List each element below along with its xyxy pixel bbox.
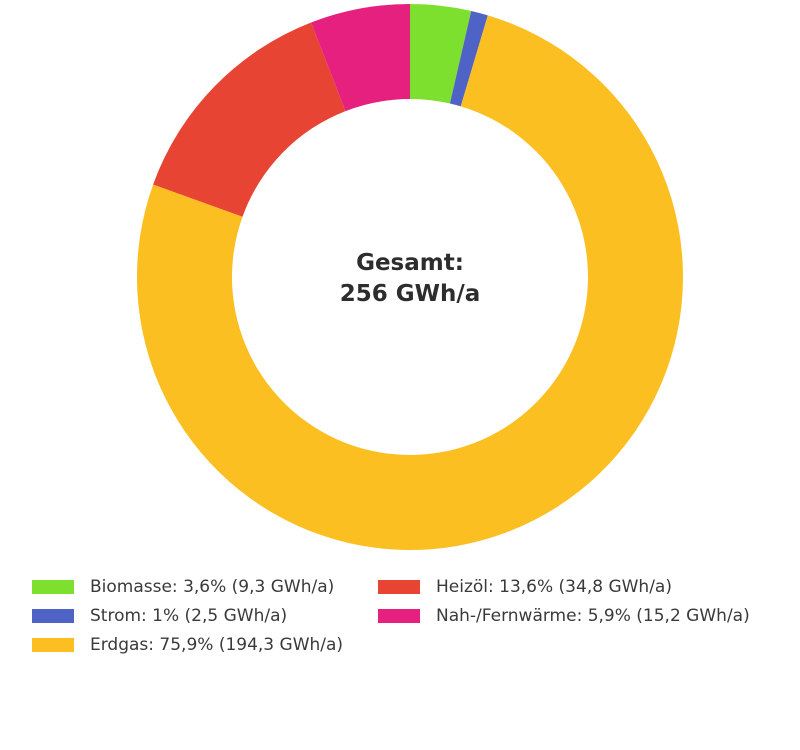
slice-strom[interactable] (449, 10, 488, 107)
center-label-line-1: Gesamt: (356, 250, 464, 276)
slice-erdgas[interactable] (136, 15, 684, 551)
center-label-line-2: 256 GWh/a (340, 281, 481, 307)
legend-label: Heizöl: 13,6% (34,8 GWh/a) (436, 576, 672, 597)
legend-swatch (32, 637, 74, 652)
legend-label: Erdgas: 75,9% (194,3 GWh/a) (90, 634, 344, 655)
legend-swatch (378, 608, 420, 623)
chart-legend: Biomasse: 3,6% (9,3 GWh/a) Strom: 1% (2,… (32, 572, 792, 659)
legend-swatch (32, 579, 74, 594)
legend-item-heizoel[interactable]: Heizöl: 13,6% (34,8 GWh/a) (378, 572, 778, 601)
legend-swatch (32, 608, 74, 623)
donut-slices (136, 3, 684, 551)
slice-heizöl[interactable] (153, 22, 346, 217)
slice-nah-fernwärme[interactable] (311, 3, 410, 112)
legend-label: Biomasse: 3,6% (9,3 GWh/a) (90, 576, 335, 597)
legend-item-strom[interactable]: Strom: 1% (2,5 GWh/a) (32, 601, 378, 630)
slice-biomasse[interactable] (410, 4, 472, 104)
legend-swatch (378, 579, 420, 594)
legend-label: Strom: 1% (2,5 GWh/a) (90, 605, 288, 626)
donut-chart: Gesamt: 256 GWh/a (136, 3, 684, 551)
legend-item-nah-fernwaerme[interactable]: Nah-/Fernwärme: 5,9% (15,2 GWh/a) (378, 601, 778, 630)
legend-label: Nah-/Fernwärme: 5,9% (15,2 GWh/a) (436, 605, 750, 626)
legend-item-erdgas[interactable]: Erdgas: 75,9% (194,3 GWh/a) (32, 630, 378, 659)
legend-item-biomasse[interactable]: Biomasse: 3,6% (9,3 GWh/a) (32, 572, 378, 601)
